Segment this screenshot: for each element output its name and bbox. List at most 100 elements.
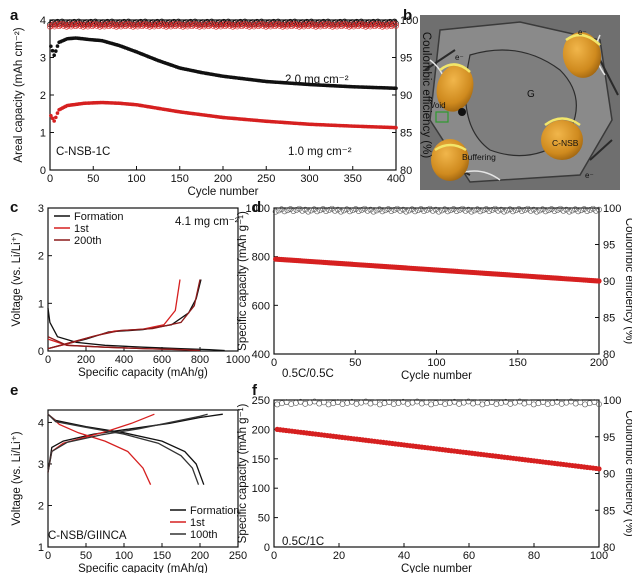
ce-marker-a-s3 [110,22,117,29]
particle-bottom-left [431,139,469,181]
ce-marker-d-s1 [272,208,279,215]
ce-marker-d-s1 [352,206,359,212]
y-axis-label-e: Voltage (vs. Li/Li⁺) [11,431,23,525]
ce-marker-d-s1 [421,208,427,214]
ce-marker-d-s1 [275,207,282,214]
ce-marker-a-s2 [192,18,198,25]
ce-marker-d-s1 [397,207,404,214]
ce-marker-d-s1 [560,207,567,214]
ce-marker-d-s1 [548,206,555,212]
panel-f-condition-label: 0.5C/1C [282,536,324,548]
ce-marker-d-s1 [343,206,350,213]
ce-marker-a-s3 [254,21,260,27]
ce-marker-a-s3 [77,22,84,29]
ce-marker-d-s1 [415,207,421,214]
y-tick-label-e: 2 [38,500,44,512]
ce-marker-a-s2 [341,18,348,25]
ce-marker-a-s3 [157,22,164,28]
ce-marker-d-s1 [575,208,582,215]
ce-marker-d-s1 [278,206,285,213]
ce-marker-a-s3 [116,21,123,28]
ce-marker-a-s3 [311,21,318,28]
ce-marker-a-s3 [216,21,223,28]
panel-label-b: b [403,7,412,24]
ce-marker-d-s1 [429,207,436,214]
ce-marker-d-s1 [542,208,549,215]
ce-marker-a-s3 [276,22,283,29]
ce-marker-d-s1 [521,206,528,213]
ce-marker-a-s3 [128,21,135,28]
ce-marker-a-s3 [328,21,334,28]
ce-marker-a-s3 [104,21,111,27]
ce-marker-a-s3 [306,22,313,28]
ce-marker-f-s1 [362,398,369,405]
ce-marker-d-s1 [441,206,448,213]
ce-marker-f-s1 [274,401,281,408]
ce-marker-a-s2 [175,18,182,25]
capacity-marker-a-s1 [55,111,60,115]
ce-marker-f-s1 [293,400,299,406]
ce-marker-a-s3 [340,22,347,28]
ce-marker-a-s3 [53,22,59,29]
ce-marker-a-s3 [57,22,64,28]
ce-marker-a-s3 [193,22,200,29]
ce-marker-a-s2 [242,18,248,25]
x-tick-label-a: 350 [344,173,362,185]
ce-marker-a-s3 [368,22,375,29]
ce-marker-a-s3 [71,21,78,27]
x-tick-label-e: 50 [80,550,92,562]
ce-marker-a-s2 [391,18,398,25]
ce-marker-d-s1 [572,206,579,213]
particle-bottom-right [541,120,583,160]
ce-marker-a-s3 [344,21,351,28]
ce-marker-f-s1 [428,401,435,408]
ce-marker-d-s1 [293,206,300,213]
ce-marker-d-s1 [456,206,463,213]
ce-marker-a-s3 [376,22,383,29]
ce-marker-a-s3 [187,21,194,27]
ce-marker-d-s1 [424,206,430,213]
y-right-axis-label-a: Coulombic efficiency (%) [420,32,432,159]
ce-marker-a-s3 [148,22,155,29]
ce-marker-d-s1 [308,207,315,214]
ce-marker-a-s3 [278,21,285,28]
ce-marker-d-s1 [489,206,496,213]
ce-marker-d-s1 [364,207,371,214]
ce-marker-a-s3 [325,20,331,27]
ce-marker-f-s1 [400,398,407,405]
ce-marker-a-s3 [231,22,238,29]
ce-marker-f-s1 [465,398,472,405]
y-axis-label-d: Specific capacity (mAh g⁻¹) [237,211,249,351]
ce-marker-a-s3 [202,22,209,29]
ce-marker-d-s1 [593,207,599,214]
ce-marker-a-s3 [347,22,354,29]
ce-marker-d-s1 [587,206,593,213]
ce-marker-a-s3 [195,21,201,28]
ce-marker-f-s1 [479,401,486,408]
capacity-marker-a-s1 [52,119,56,123]
ce-marker-d-s1 [477,208,484,215]
ce-marker-f-s1 [549,400,556,406]
legend-label-c-0: Formation [74,211,124,223]
ce-marker-a-s3 [356,22,363,28]
ce-marker-f-s1 [521,400,528,407]
ce-marker-a-s3 [161,21,168,28]
ce-marker-a-s3 [273,22,280,28]
ce-marker-d-s1 [349,207,356,214]
ce-marker-a-s3 [75,20,82,27]
ce-marker-a-s3 [121,21,127,27]
ce-marker-d-s1 [376,206,383,213]
ce-marker-d-s1 [287,206,294,212]
ce-marker-a-s3 [92,20,99,27]
ce-marker-f-s1 [395,400,402,406]
ce-marker-a-s2 [275,18,282,25]
y-axis-label-a: Areal capacity (mAh cm⁻²) [13,27,25,162]
ce-marker-d-s1 [539,206,546,213]
x-tick-label-a: 150 [171,173,189,185]
ce-marker-a-s3 [93,22,100,29]
ce-marker-d-s1 [409,206,415,213]
ce-marker-d-s1 [382,207,389,214]
ce-marker-a-s3 [109,20,115,27]
ce-marker-d-s1 [554,206,561,213]
ce-marker-f-s1 [348,398,355,405]
